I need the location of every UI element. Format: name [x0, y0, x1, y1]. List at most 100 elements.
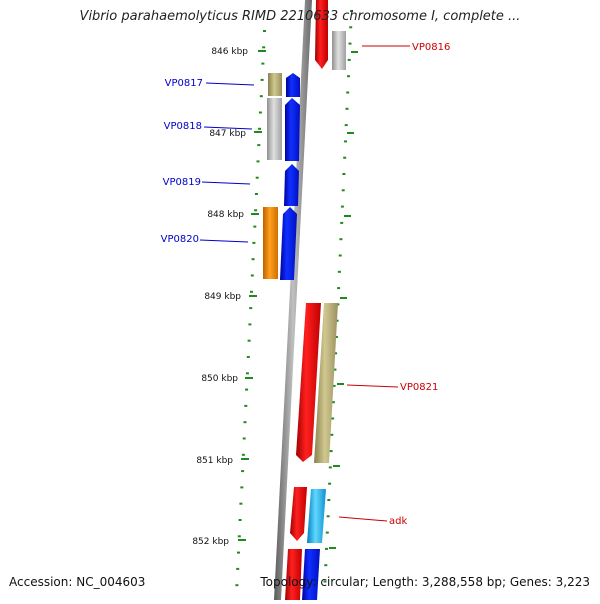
gene-adk[interactable] — [307, 489, 326, 543]
minor-tick — [240, 486, 244, 489]
ruler-label-852: 852 kbp — [192, 537, 229, 547]
minor-tick — [335, 319, 339, 322]
minor-tick — [347, 75, 350, 78]
minor-tick — [343, 156, 347, 159]
label-VP0820[interactable]: VP0820 — [161, 234, 199, 245]
minor-tick — [338, 254, 342, 257]
label-VP0818[interactable]: VP0818 — [164, 121, 202, 132]
minor-tick — [328, 482, 332, 485]
minor-tick-marks — [235, 10, 353, 587]
minor-tick — [344, 124, 348, 127]
gene-VP0820[interactable] — [280, 207, 297, 280]
minor-tick — [251, 258, 255, 261]
minor-tick — [340, 221, 344, 224]
minor-tick — [244, 404, 248, 407]
gene-VP0817[interactable] — [286, 73, 300, 97]
minor-tick — [256, 160, 260, 163]
ruler-label-849: 849 kbp — [204, 292, 241, 302]
minor-tick — [247, 339, 251, 342]
minor-tick — [262, 46, 266, 49]
gene-VP0816[interactable] — [315, 0, 328, 69]
minor-tick — [258, 127, 262, 130]
minor-tick — [250, 274, 254, 277]
label-adk[interactable]: adk — [389, 516, 407, 527]
leader-lines — [199, 45, 410, 522]
gene-VP0818[interactable] — [285, 98, 300, 161]
minor-tick — [239, 502, 243, 505]
minor-tick — [242, 437, 246, 440]
label-VP0821[interactable]: VP0821 — [400, 382, 438, 393]
gene-red-bottom[interactable] — [285, 549, 302, 600]
minor-tick — [246, 356, 250, 358]
minor-tick — [260, 78, 264, 81]
gene-blue-bottom[interactable] — [302, 549, 320, 600]
gene-VP0819[interactable] — [284, 164, 299, 206]
minor-tick — [340, 205, 344, 208]
minor-tick — [323, 580, 327, 583]
minor-tick — [255, 176, 259, 179]
minor-tick — [238, 519, 242, 521]
minor-tick — [337, 287, 341, 290]
minor-tick — [325, 531, 329, 534]
minor-tick — [331, 401, 335, 404]
genes — [263, 0, 346, 600]
minor-tick — [346, 91, 350, 94]
minor-tick — [241, 470, 245, 473]
minor-tick — [334, 336, 338, 338]
gene-grey-818[interactable] — [267, 98, 282, 160]
minor-tick — [257, 144, 261, 147]
ruler: 846 kbp 847 kbp 848 kbp 849 kbp 850 kbp … — [192, 47, 358, 549]
gene-grey-top[interactable] — [332, 31, 346, 70]
minor-tick — [326, 515, 330, 518]
minor-tick — [253, 225, 257, 228]
minor-tick — [243, 421, 247, 424]
gene-red-821[interactable] — [296, 303, 321, 462]
minor-tick — [341, 189, 345, 192]
minor-tick — [249, 307, 253, 310]
minor-tick — [252, 241, 256, 244]
map-title: Vibrio parahaemolyticus RIMD 2210633 chr… — [79, 9, 521, 24]
gene-VP0821[interactable] — [314, 303, 338, 463]
minor-tick — [348, 42, 352, 45]
minor-tick — [235, 584, 239, 587]
genome-backbone — [274, 0, 312, 600]
minor-tick — [339, 238, 343, 241]
minor-tick — [349, 26, 353, 29]
minor-tick — [324, 564, 328, 567]
gene-olive-817[interactable] — [268, 73, 282, 96]
minor-tick — [344, 140, 347, 143]
minor-tick — [241, 453, 245, 456]
ruler-label-847: 847 kbp — [209, 129, 246, 139]
minor-tick — [245, 372, 249, 375]
topology-summary: Topology: circular; Length: 3,288,558 bp… — [260, 575, 590, 589]
ruler-label-848: 848 kbp — [207, 210, 244, 220]
minor-tick — [254, 209, 258, 212]
label-VP0817[interactable]: VP0817 — [165, 78, 203, 89]
ruler-label-851: 851 kbp — [196, 456, 233, 466]
minor-tick — [250, 290, 253, 293]
minor-tick — [237, 535, 241, 538]
minor-tick — [258, 111, 262, 114]
minor-tick — [328, 466, 332, 469]
minor-tick — [263, 30, 266, 32]
minor-tick — [248, 323, 252, 326]
minor-tick — [331, 417, 335, 420]
label-VP0819[interactable]: VP0819 — [163, 177, 201, 188]
label-VP0816[interactable]: VP0816 — [412, 42, 450, 53]
minor-tick — [261, 62, 265, 65]
minor-tick — [259, 95, 263, 98]
gene-red-adk[interactable] — [290, 487, 307, 541]
minor-tick — [342, 173, 346, 175]
minor-tick — [329, 450, 333, 453]
minor-tick — [334, 352, 338, 355]
minor-tick — [350, 10, 353, 12]
ruler-label-850: 850 kbp — [201, 374, 238, 384]
accession-text: Accession: NC_004603 — [9, 575, 146, 589]
gene-orange-820[interactable] — [263, 207, 278, 279]
minor-tick — [330, 433, 334, 436]
minor-tick — [325, 547, 328, 550]
minor-tick — [337, 270, 341, 273]
minor-tick — [236, 567, 240, 570]
